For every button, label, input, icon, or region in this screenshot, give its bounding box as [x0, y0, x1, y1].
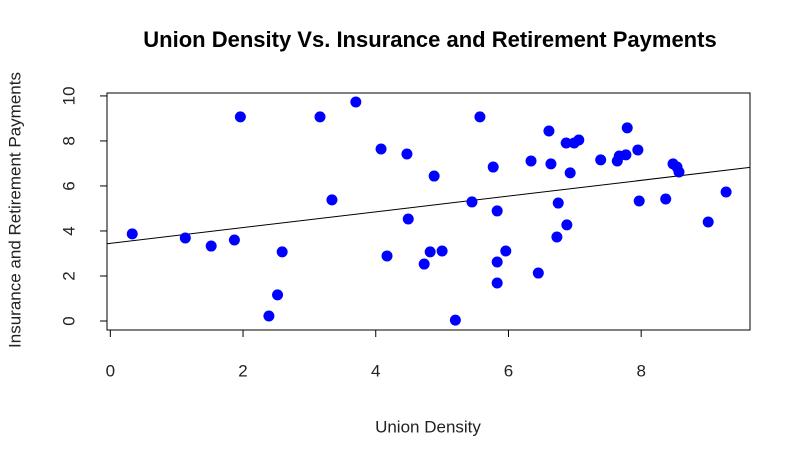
- x-axis-label: Union Density: [375, 417, 481, 436]
- y-axis-label: Insurance and Retirement Payments: [5, 72, 24, 348]
- point: [525, 155, 537, 167]
- point: [500, 245, 512, 257]
- y-tick-label: 8: [59, 136, 78, 145]
- point: [621, 122, 633, 134]
- point: [545, 158, 557, 170]
- point: [491, 256, 503, 268]
- point: [234, 111, 246, 123]
- point: [326, 194, 338, 206]
- point: [720, 186, 732, 198]
- point: [491, 205, 503, 217]
- point: [449, 314, 461, 326]
- point: [474, 111, 486, 123]
- point: [552, 197, 564, 209]
- point: [401, 148, 413, 160]
- point: [560, 137, 572, 149]
- y-tick-label: 4: [59, 226, 78, 235]
- point: [543, 125, 555, 137]
- point: [272, 289, 284, 301]
- point: [375, 143, 387, 155]
- point: [573, 134, 585, 146]
- plot-frame: [106, 92, 751, 331]
- point: [436, 245, 448, 257]
- point: [126, 228, 138, 240]
- point: [532, 267, 544, 279]
- point: [228, 234, 240, 246]
- point: [418, 258, 430, 270]
- chart-title: Union Density Vs. Insurance and Retireme…: [143, 27, 716, 52]
- x-tick-label: 0: [106, 361, 115, 380]
- y-tick-label: 6: [59, 181, 78, 190]
- point: [673, 166, 685, 178]
- point: [263, 310, 275, 322]
- point: [564, 167, 576, 179]
- x-tick-label: 2: [238, 361, 247, 380]
- point: [205, 240, 217, 252]
- x-tick-label: 6: [504, 361, 513, 380]
- point: [633, 195, 645, 207]
- x-tick-label: 4: [371, 361, 380, 380]
- point: [491, 277, 503, 289]
- point: [595, 154, 607, 166]
- point: [276, 246, 288, 258]
- point: [620, 149, 632, 161]
- point: [424, 246, 436, 258]
- point: [381, 250, 393, 262]
- point: [350, 96, 362, 108]
- x-tick-label: 8: [636, 361, 645, 380]
- point: [561, 219, 573, 231]
- point: [314, 111, 326, 123]
- point: [660, 193, 672, 205]
- point: [551, 231, 563, 243]
- point: [428, 170, 440, 182]
- fit-line: [106, 166, 751, 245]
- point: [402, 213, 414, 225]
- point: [466, 196, 478, 208]
- y-tick-label: 0: [59, 316, 78, 325]
- y-tick-label: 10: [59, 86, 78, 105]
- point: [179, 232, 191, 244]
- point: [632, 144, 644, 156]
- point: [702, 216, 714, 228]
- y-tick-label: 2: [59, 271, 78, 280]
- point: [487, 161, 499, 173]
